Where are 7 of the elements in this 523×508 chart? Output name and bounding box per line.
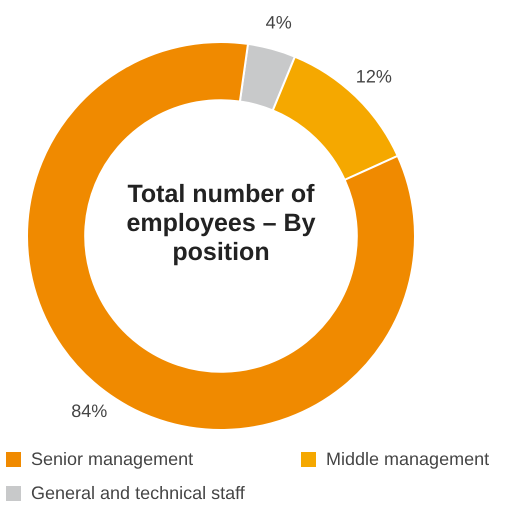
- legend-label: Middle management: [326, 448, 490, 470]
- legend-label: General and technical staff: [31, 482, 245, 504]
- data-label: 4%: [266, 12, 292, 33]
- data-label: 12%: [356, 66, 392, 87]
- text: Total number of employees – By position: [126, 180, 316, 267]
- data-label: 84%: [71, 401, 108, 422]
- legend-label: Senior management: [31, 448, 194, 470]
